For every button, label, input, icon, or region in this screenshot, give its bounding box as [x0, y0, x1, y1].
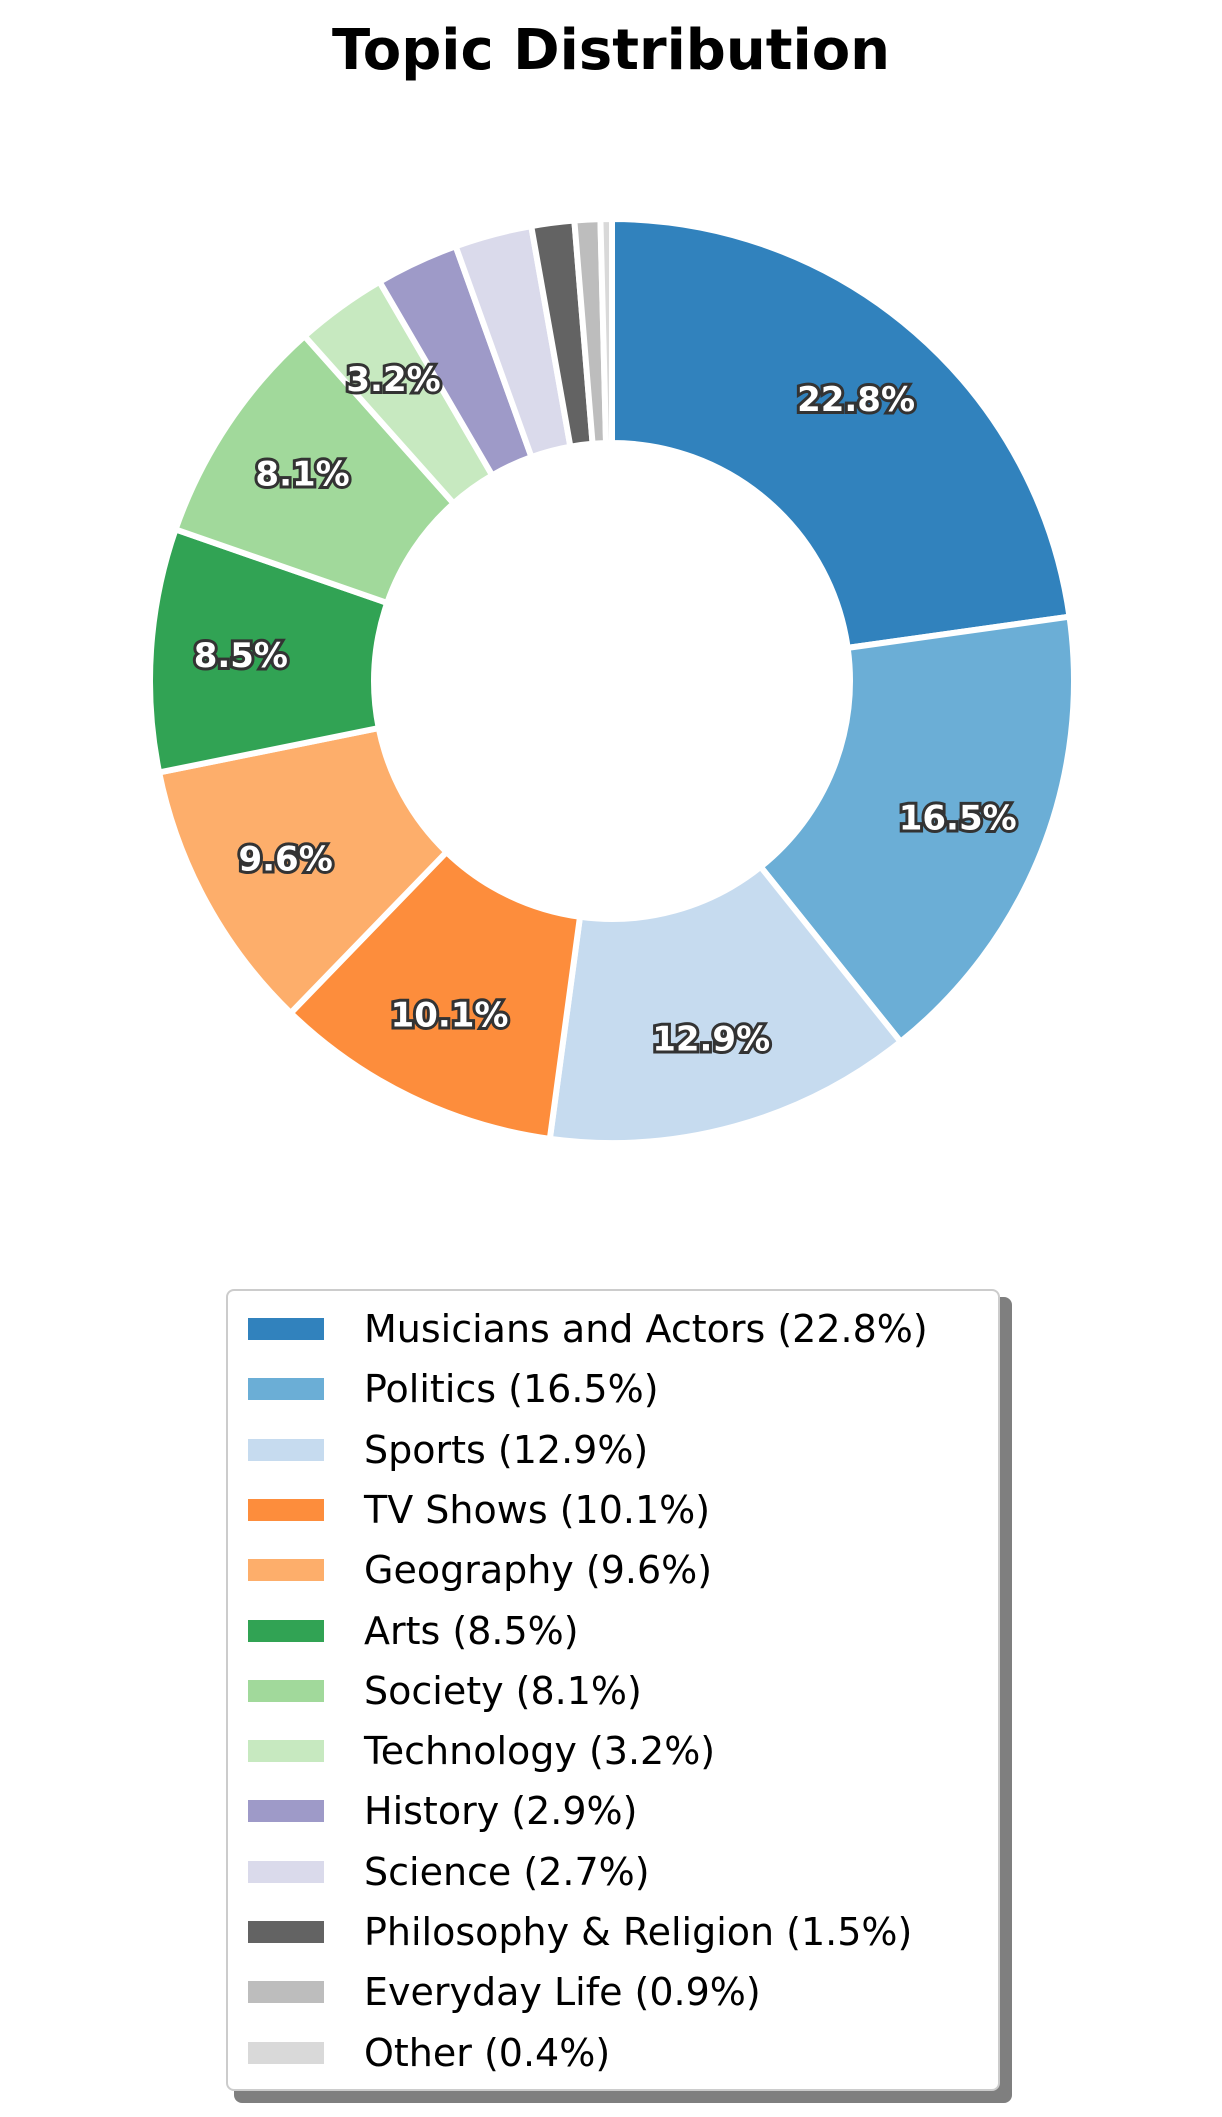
- slice-label-arts: 8.5%: [194, 636, 288, 676]
- legend-swatch: [248, 1740, 324, 1763]
- legend-swatch: [248, 1438, 324, 1461]
- legend-item-musicians-and-actors: Musicians and Actors (22.8%): [248, 1299, 988, 1359]
- legend-swatch: [248, 1559, 324, 1582]
- legend-label: Philosophy & Religion (1.5%): [364, 1910, 913, 1954]
- legend-label: Politics (16.5%): [364, 1367, 659, 1412]
- legend: Musicians and Actors (22.8%) Politics (16…: [226, 1289, 1000, 2091]
- slice-tv-shows: [287, 849, 583, 1142]
- slice-musicians-and-actors: [609, 216, 1073, 651]
- legend-label: Sports (12.9%): [364, 1427, 649, 1472]
- legend-item-science: Science (2.7%): [248, 1842, 988, 1902]
- legend-label: Technology (3.2%): [364, 1729, 716, 1774]
- legend-swatch: [248, 1921, 324, 1943]
- slice-other: [597, 216, 615, 447]
- legend-label: History (2.9%): [364, 1789, 638, 1834]
- legend-label: Society (8.1%): [364, 1668, 642, 1713]
- legend-label: TV Shows (10.1%): [364, 1487, 711, 1532]
- legend-item-society: Society (8.1%): [248, 1661, 988, 1721]
- legend-label: Other (0.4%): [364, 2030, 611, 2075]
- slice-politics: [757, 613, 1077, 1045]
- legend-item-arts: Arts (8.5%): [248, 1601, 988, 1661]
- legend-swatch: [248, 1860, 324, 1883]
- slice-label-geography: 9.6%: [238, 840, 332, 880]
- legend-label: Science (2.7%): [364, 1849, 650, 1894]
- legend-item-philosophy-and-religion: Philosophy & Religion (1.5%): [248, 1902, 988, 1962]
- legend-item-tv-shows: TV Shows (10.1%): [248, 1480, 988, 1540]
- legend-label: Geography (9.6%): [364, 1548, 713, 1593]
- legend-item-politics: Politics (16.5%): [248, 1359, 988, 1419]
- slice-label-politics: 16.5%: [899, 798, 1017, 838]
- legend-swatch: [248, 1378, 324, 1401]
- donut-chart: 22.8% 16.5% 12.9% 10.1% 9.6% 8.5% 8.1% 3.2%: [150, 216, 1077, 1146]
- slice-sports: [546, 863, 904, 1146]
- legend-item-history: History (2.9%): [248, 1781, 988, 1841]
- slice-label-tv-shows: 10.1%: [391, 996, 509, 1036]
- legend-swatch: [248, 2041, 324, 2064]
- slice-label-technology: 3.2%: [346, 360, 440, 400]
- legend-swatch: [248, 1498, 324, 1521]
- legend-item-technology: Technology (3.2%): [248, 1721, 988, 1781]
- legend-label: Everyday Life (0.9%): [364, 1970, 761, 2015]
- slice-label-society: 8.1%: [255, 455, 349, 495]
- legend-item-geography: Geography (9.6%): [248, 1540, 988, 1600]
- legend-label: Musicians and Actors (22.8%): [364, 1307, 928, 1351]
- legend-swatch: [248, 1981, 324, 2004]
- chart-title: Topic Distribution: [331, 18, 891, 83]
- slice-label-musicians-and-actors: 22.8%: [797, 380, 915, 420]
- legend-item-everyday-life: Everyday Life (0.9%): [248, 1962, 988, 2022]
- legend-label: Arts (8.5%): [364, 1608, 579, 1653]
- legend-swatch: [248, 1318, 324, 1340]
- legend-item-other: Other (0.4%): [248, 2023, 988, 2083]
- slice-label-sports: 12.9%: [652, 1020, 770, 1060]
- legend-swatch: [248, 1619, 324, 1642]
- legend-swatch: [248, 1800, 324, 1823]
- legend-item-sports: Sports (12.9%): [248, 1420, 988, 1480]
- legend-swatch: [248, 1679, 324, 1702]
